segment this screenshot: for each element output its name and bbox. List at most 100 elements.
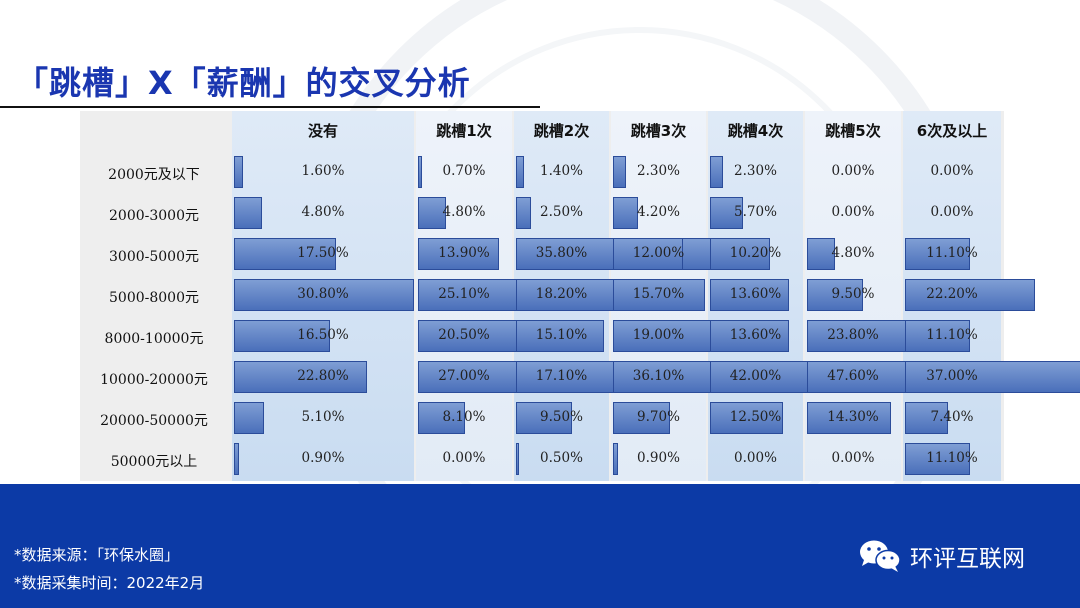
data-bar: [418, 197, 446, 229]
data-label: 17.50%: [297, 245, 349, 261]
data-label: 37.00%: [926, 368, 978, 384]
data-bar: [516, 156, 524, 188]
data-bar: [234, 238, 336, 270]
data-label: 13.60%: [729, 327, 782, 343]
data-label: 42.00%: [729, 368, 782, 384]
data-label: 12.00%: [632, 245, 685, 261]
column-header: 6次及以上: [916, 122, 988, 140]
data-collection-time-note: *数据采集时间：2022年2月: [14, 574, 205, 592]
data-label: 16.50%: [297, 327, 349, 343]
data-bar: [613, 156, 626, 188]
data-label: 1.40%: [540, 163, 583, 179]
data-bar: [807, 238, 835, 270]
row-label: 50000元以上: [110, 454, 198, 470]
data-label: 11.10%: [926, 327, 978, 343]
data-label: 2.30%: [734, 163, 777, 179]
data-label: 4.20%: [637, 204, 680, 220]
data-bar: [905, 361, 1080, 393]
data-label: 27.00%: [438, 368, 490, 384]
data-label: 5.70%: [734, 204, 777, 220]
data-bar: [234, 320, 330, 352]
column-header: 跳槽2次: [533, 122, 590, 140]
data-label: 20.50%: [438, 327, 490, 343]
data-label: 7.40%: [930, 409, 974, 425]
data-bar: [613, 238, 683, 270]
data-label: 17.10%: [535, 368, 588, 384]
data-label: 19.00%: [632, 327, 685, 343]
data-label: 18.20%: [535, 286, 588, 302]
data-bar: [710, 279, 789, 311]
data-bar: [710, 238, 770, 270]
data-label: 0.00%: [831, 204, 875, 220]
data-label: 30.80%: [297, 286, 349, 302]
data-bar: [418, 156, 422, 188]
data-label: 9.70%: [637, 409, 680, 425]
data-label: 11.10%: [926, 245, 978, 261]
data-bar: [807, 402, 891, 434]
data-bar: [905, 238, 970, 270]
data-label: 13.90%: [438, 245, 490, 261]
data-bar: [905, 320, 970, 352]
data-label: 0.90%: [301, 450, 345, 466]
row-label: 5000-8000元: [109, 290, 199, 306]
data-label: 14.30%: [827, 409, 879, 425]
title-underline: [0, 106, 540, 108]
data-label: 11.10%: [926, 450, 978, 466]
data-label: 9.50%: [540, 409, 583, 425]
data-source-note: *数据来源：「环保水圈」: [14, 546, 180, 564]
column-header: 跳槽1次: [436, 122, 492, 140]
footer-band: [0, 484, 1080, 608]
data-label: 4.80%: [831, 245, 875, 261]
wechat-icon: [860, 540, 901, 572]
data-label: 13.60%: [729, 286, 782, 302]
data-label: 15.10%: [535, 327, 588, 343]
data-bar: [613, 402, 670, 434]
data-bar: [234, 197, 262, 229]
data-bar: [418, 402, 465, 434]
data-bar: [807, 279, 863, 311]
column-header: 没有: [307, 122, 338, 140]
data-label: 23.80%: [827, 327, 879, 343]
data-bar: [516, 443, 519, 475]
data-bar: [613, 279, 705, 311]
row-label: 20000-50000元: [100, 413, 208, 429]
data-label: 10.20%: [729, 245, 782, 261]
data-bar: [905, 279, 1035, 311]
column-header: 跳槽3次: [630, 122, 687, 140]
data-bar: [418, 238, 499, 270]
data-bar: [516, 402, 572, 434]
row-label: 3000-5000元: [109, 249, 199, 265]
data-bar: [905, 443, 970, 475]
data-bar: [234, 279, 414, 311]
data-bar: [613, 197, 638, 229]
data-label: 1.60%: [301, 163, 345, 179]
data-label: 2.30%: [637, 163, 680, 179]
data-bar: [516, 320, 604, 352]
data-bar: [710, 320, 789, 352]
brand-name: 环评互联网: [910, 546, 1025, 572]
data-label: 0.00%: [442, 450, 486, 466]
data-label: 12.50%: [729, 409, 782, 425]
data-label: 0.00%: [831, 450, 875, 466]
data-label: 4.80%: [301, 204, 345, 220]
data-label: 4.80%: [442, 204, 486, 220]
data-label: 0.90%: [637, 450, 680, 466]
data-label: 47.60%: [827, 368, 879, 384]
data-label: 5.10%: [301, 409, 345, 425]
data-label: 0.50%: [540, 450, 583, 466]
data-bar: [234, 361, 367, 393]
data-label: 9.50%: [831, 286, 875, 302]
data-label: 36.10%: [632, 368, 685, 384]
data-label: 25.10%: [438, 286, 490, 302]
data-label: 0.00%: [831, 163, 875, 179]
data-bar: [516, 279, 622, 311]
data-label: 22.20%: [926, 286, 978, 302]
data-label: 0.00%: [930, 204, 974, 220]
data-label: 35.80%: [535, 245, 588, 261]
data-bar: [234, 156, 243, 188]
column-header: 跳槽4次: [727, 122, 784, 140]
data-bar: [710, 402, 783, 434]
data-bar: [234, 443, 239, 475]
data-bar: [234, 402, 264, 434]
data-bar: [710, 197, 743, 229]
